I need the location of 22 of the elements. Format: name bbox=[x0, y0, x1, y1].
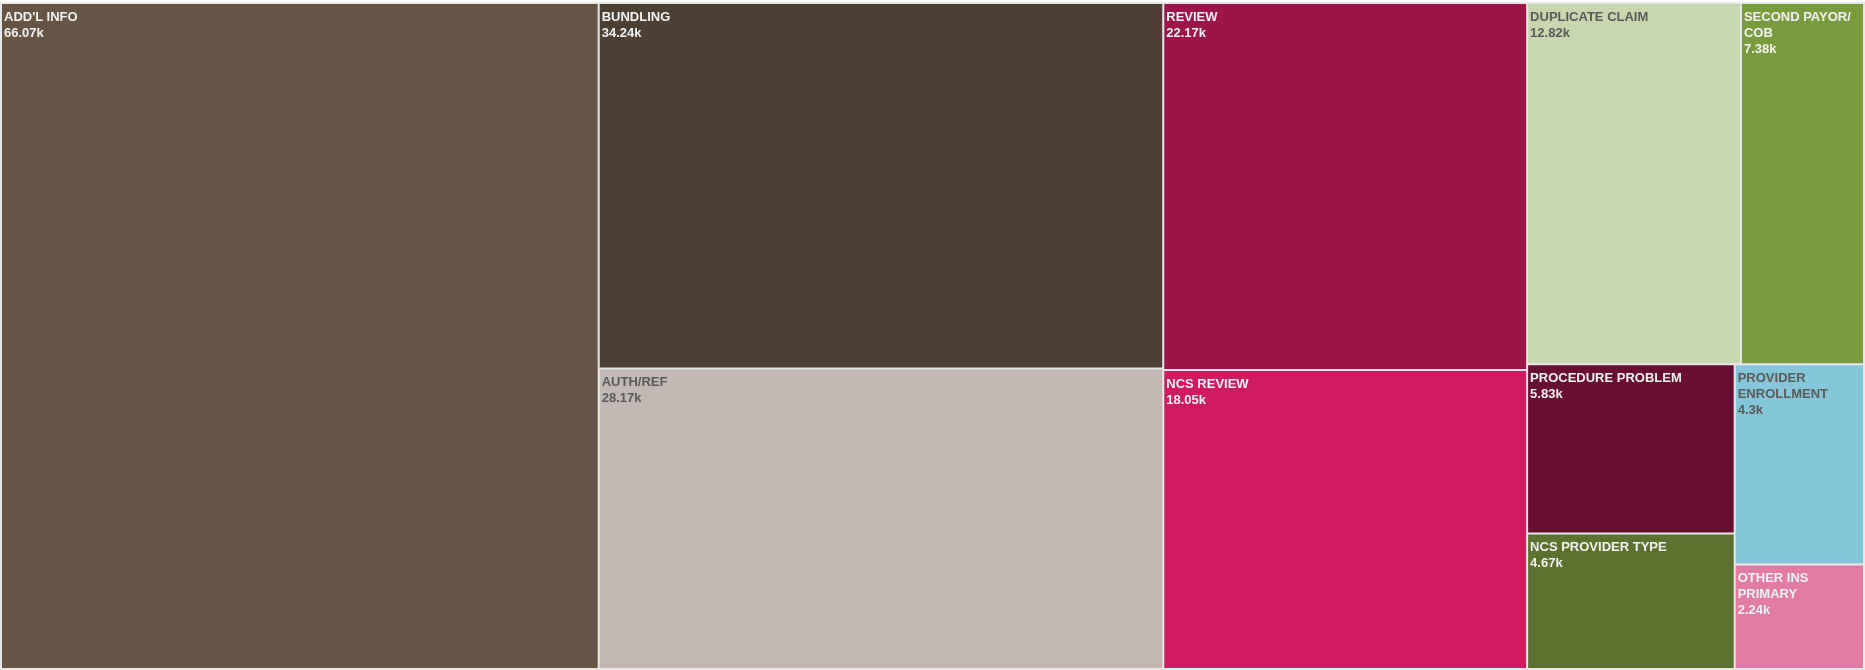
data-label: 28.17k bbox=[601, 389, 643, 405]
data-label: 4.67k bbox=[1530, 554, 1564, 570]
category-label: AUTH/REF bbox=[601, 373, 668, 389]
data-label: 4.3k bbox=[1737, 401, 1764, 417]
category-label: OTHER INS PRIMARY bbox=[1737, 570, 1813, 602]
data-label: 18.05k bbox=[1166, 391, 1207, 407]
category-label: REVIEW bbox=[1166, 8, 1219, 24]
category-label: ADD'L INFO bbox=[4, 8, 78, 24]
data-label: 7.38k bbox=[1743, 40, 1778, 56]
data-label: 34.24k bbox=[601, 24, 643, 40]
category-label: PROVIDER ENROLLMENT bbox=[1737, 369, 1829, 401]
category-label: SECOND PAYOR/COB bbox=[1743, 8, 1852, 40]
data-label: 12.82k bbox=[1530, 24, 1571, 40]
data-label: 2.24k bbox=[1737, 602, 1771, 618]
category-label: NCS REVIEW bbox=[1166, 375, 1250, 391]
category-label: BUNDLING bbox=[601, 8, 671, 24]
data-label: 5.83k bbox=[1530, 385, 1564, 401]
data-label: 22.17k bbox=[1166, 24, 1207, 40]
data-label: 66.07k bbox=[4, 24, 45, 40]
category-label: NCS PROVIDER TYPE bbox=[1530, 538, 1667, 554]
category-label: PROCEDURE PROBLEM bbox=[1530, 369, 1682, 385]
category-label: DUPLICATE CLAIM bbox=[1530, 8, 1649, 24]
